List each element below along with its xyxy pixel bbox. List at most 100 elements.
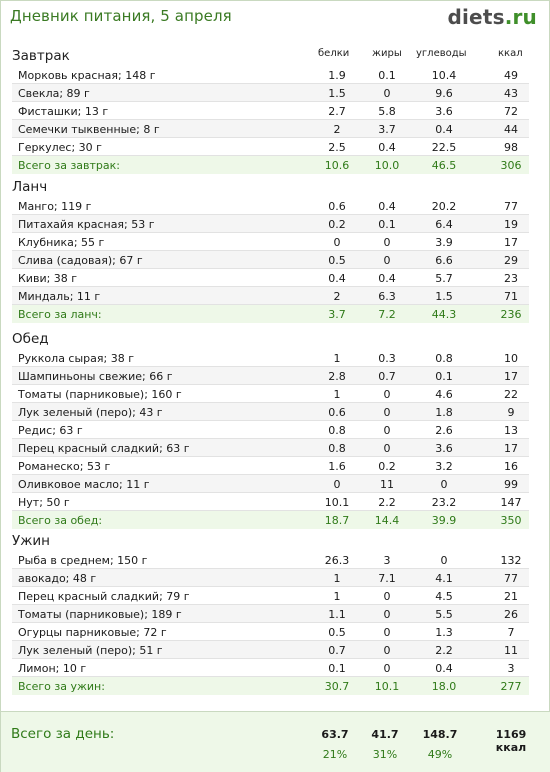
food-name: авокадо; 48 г	[18, 572, 97, 585]
protein-value: 0.6	[328, 200, 346, 213]
protein-value: 1.1	[328, 608, 346, 621]
carbs-value: 1.5	[435, 290, 453, 303]
food-row: Шампиньоны свежие; 66 г 2.8 0.7 0.1 17	[12, 367, 529, 385]
fat-value: 5.8	[378, 105, 396, 118]
fat-value: 0	[383, 406, 391, 419]
day-total-panel: Всего за день: 63.7 41.7 148.7 1169 ккал…	[1, 711, 550, 772]
food-row: Перец красный сладкий; 63 г 0.8 0 3.6 17	[12, 439, 529, 457]
day-total-fat: 41.7	[371, 728, 399, 741]
carbs-value: 6.6	[435, 254, 453, 267]
kcal-value: 77	[504, 572, 518, 585]
kcal-value: 22	[504, 388, 518, 401]
protein-value: 0.6	[328, 406, 346, 419]
kcal-value: 7	[507, 626, 515, 639]
protein-value: 0	[333, 478, 341, 491]
kcal-value: 77	[504, 200, 518, 213]
section-total-row: Всего за ужин: 30.7 10.1 18.0 277	[12, 677, 529, 695]
fat-value: 6.3	[378, 290, 396, 303]
fat-value: 0	[383, 254, 391, 267]
protein-value: 30.7	[324, 680, 350, 693]
food-row: Семечки тыквенные; 8 г 2 3.7 0.4 44	[12, 120, 529, 138]
food-name: Фисташки; 13 г	[18, 105, 109, 118]
food-row: Киви; 38 г 0.4 0.4 5.7 23	[12, 269, 529, 287]
fat-value: 0.4	[378, 141, 396, 154]
fat-value: 0.2	[378, 460, 396, 473]
kcal-value: 72	[504, 105, 518, 118]
food-row: Свекла; 89 г 1.5 0 9.6 43	[12, 84, 529, 102]
fat-value: 0	[383, 236, 391, 249]
total-label: Всего за ужин:	[18, 680, 105, 693]
kcal-value: 16	[504, 460, 518, 473]
carbs-value: 5.7	[435, 272, 453, 285]
fat-value: 2.2	[378, 496, 396, 509]
carbs-value: 3.6	[435, 442, 453, 455]
fat-value: 0	[383, 442, 391, 455]
food-row: Перец красный сладкий; 79 г 1 0 4.5 21	[12, 587, 529, 605]
fat-value: 0.1	[378, 69, 396, 82]
logo-tld: .ru	[504, 5, 537, 29]
food-name: Огурцы парниковые; 72 г	[18, 626, 167, 639]
food-row: Лимон; 10 г 0.1 0 0.4 3	[12, 659, 529, 677]
section-title: Завтрак	[12, 48, 70, 64]
food-name: Романеско; 53 г	[18, 460, 111, 473]
protein-value: 0.1	[328, 662, 346, 675]
fat-value: 7.1	[378, 572, 396, 585]
food-row: Романеско; 53 г 1.6 0.2 3.2 16	[12, 457, 529, 475]
protein-value: 0.2	[328, 218, 346, 231]
food-name: Киви; 38 г	[18, 272, 78, 285]
carbs-value: 44.3	[431, 308, 457, 321]
food-row: Редис; 63 г 0.8 0 2.6 13	[12, 421, 529, 439]
food-name: Нут; 50 г	[18, 496, 70, 509]
section-total-row: Всего за обед: 18.7 14.4 39.9 350	[12, 511, 529, 529]
kcal-value: 23	[504, 272, 518, 285]
protein-value: 0	[333, 236, 341, 249]
protein-value: 10.1	[324, 496, 350, 509]
kcal-value: 236	[500, 308, 522, 321]
kcal-value: 147	[500, 496, 522, 509]
food-name: Перец красный сладкий; 63 г	[18, 442, 190, 455]
food-row: Томаты (парниковые); 160 г 1 0 4.6 22	[12, 385, 529, 403]
protein-value: 1.6	[328, 460, 346, 473]
fat-value: 3	[383, 554, 391, 567]
day-carbs-percent: 49%	[427, 748, 453, 761]
food-row: Оливковое масло; 11 г 0 11 0 99	[12, 475, 529, 493]
carbs-value: 0	[440, 554, 448, 567]
protein-value: 2	[333, 290, 341, 303]
carbs-value: 4.6	[435, 388, 453, 401]
column-headers: белки жиры углеводы ккал	[1, 48, 550, 64]
fat-value: 7.2	[378, 308, 396, 321]
protein-value: 1	[333, 590, 341, 603]
fat-value: 11	[380, 478, 394, 491]
kcal-value: 13	[504, 424, 518, 437]
fat-value: 10.1	[374, 680, 400, 693]
carbs-value: 0.8	[435, 352, 453, 365]
fat-value: 0	[383, 644, 391, 657]
protein-value: 1.9	[328, 69, 346, 82]
protein-value: 2	[333, 123, 341, 136]
carbs-value: 1.3	[435, 626, 453, 639]
food-row: Геркулес; 30 г 2.5 0.4 22.5 98	[12, 138, 529, 156]
food-name: Руккола сырая; 38 г	[18, 352, 134, 365]
carbs-value: 22.5	[431, 141, 457, 154]
carbs-value: 23.2	[431, 496, 457, 509]
food-name: Морковь красная; 148 г	[18, 69, 156, 82]
protein-value: 2.8	[328, 370, 346, 383]
food-row: Лук зеленый (перо); 43 г 0.6 0 1.8 9	[12, 403, 529, 421]
day-protein-percent: 21%	[322, 748, 348, 761]
carbs-value: 2.6	[435, 424, 453, 437]
section-total-row: Всего за завтрак: 10.6 10.0 46.5 306	[12, 156, 529, 174]
carbs-value: 46.5	[431, 159, 457, 172]
food-name: Томаты (парниковые); 160 г	[18, 388, 182, 401]
protein-value: 1	[333, 352, 341, 365]
food-row: Клубника; 55 г 0 0 3.9 17	[12, 233, 529, 251]
fat-value: 0.4	[378, 200, 396, 213]
food-name: Свекла; 89 г	[18, 87, 90, 100]
total-label: Всего за завтрак:	[18, 159, 121, 172]
section-total-row: Всего за ланч: 3.7 7.2 44.3 236	[12, 305, 529, 323]
protein-value: 26.3	[324, 554, 350, 567]
carbs-value: 0.4	[435, 662, 453, 675]
protein-value: 0.7	[328, 644, 346, 657]
site-logo[interactable]: diets.ru	[447, 5, 537, 29]
food-name: Лук зеленый (перо); 51 г	[18, 644, 163, 657]
